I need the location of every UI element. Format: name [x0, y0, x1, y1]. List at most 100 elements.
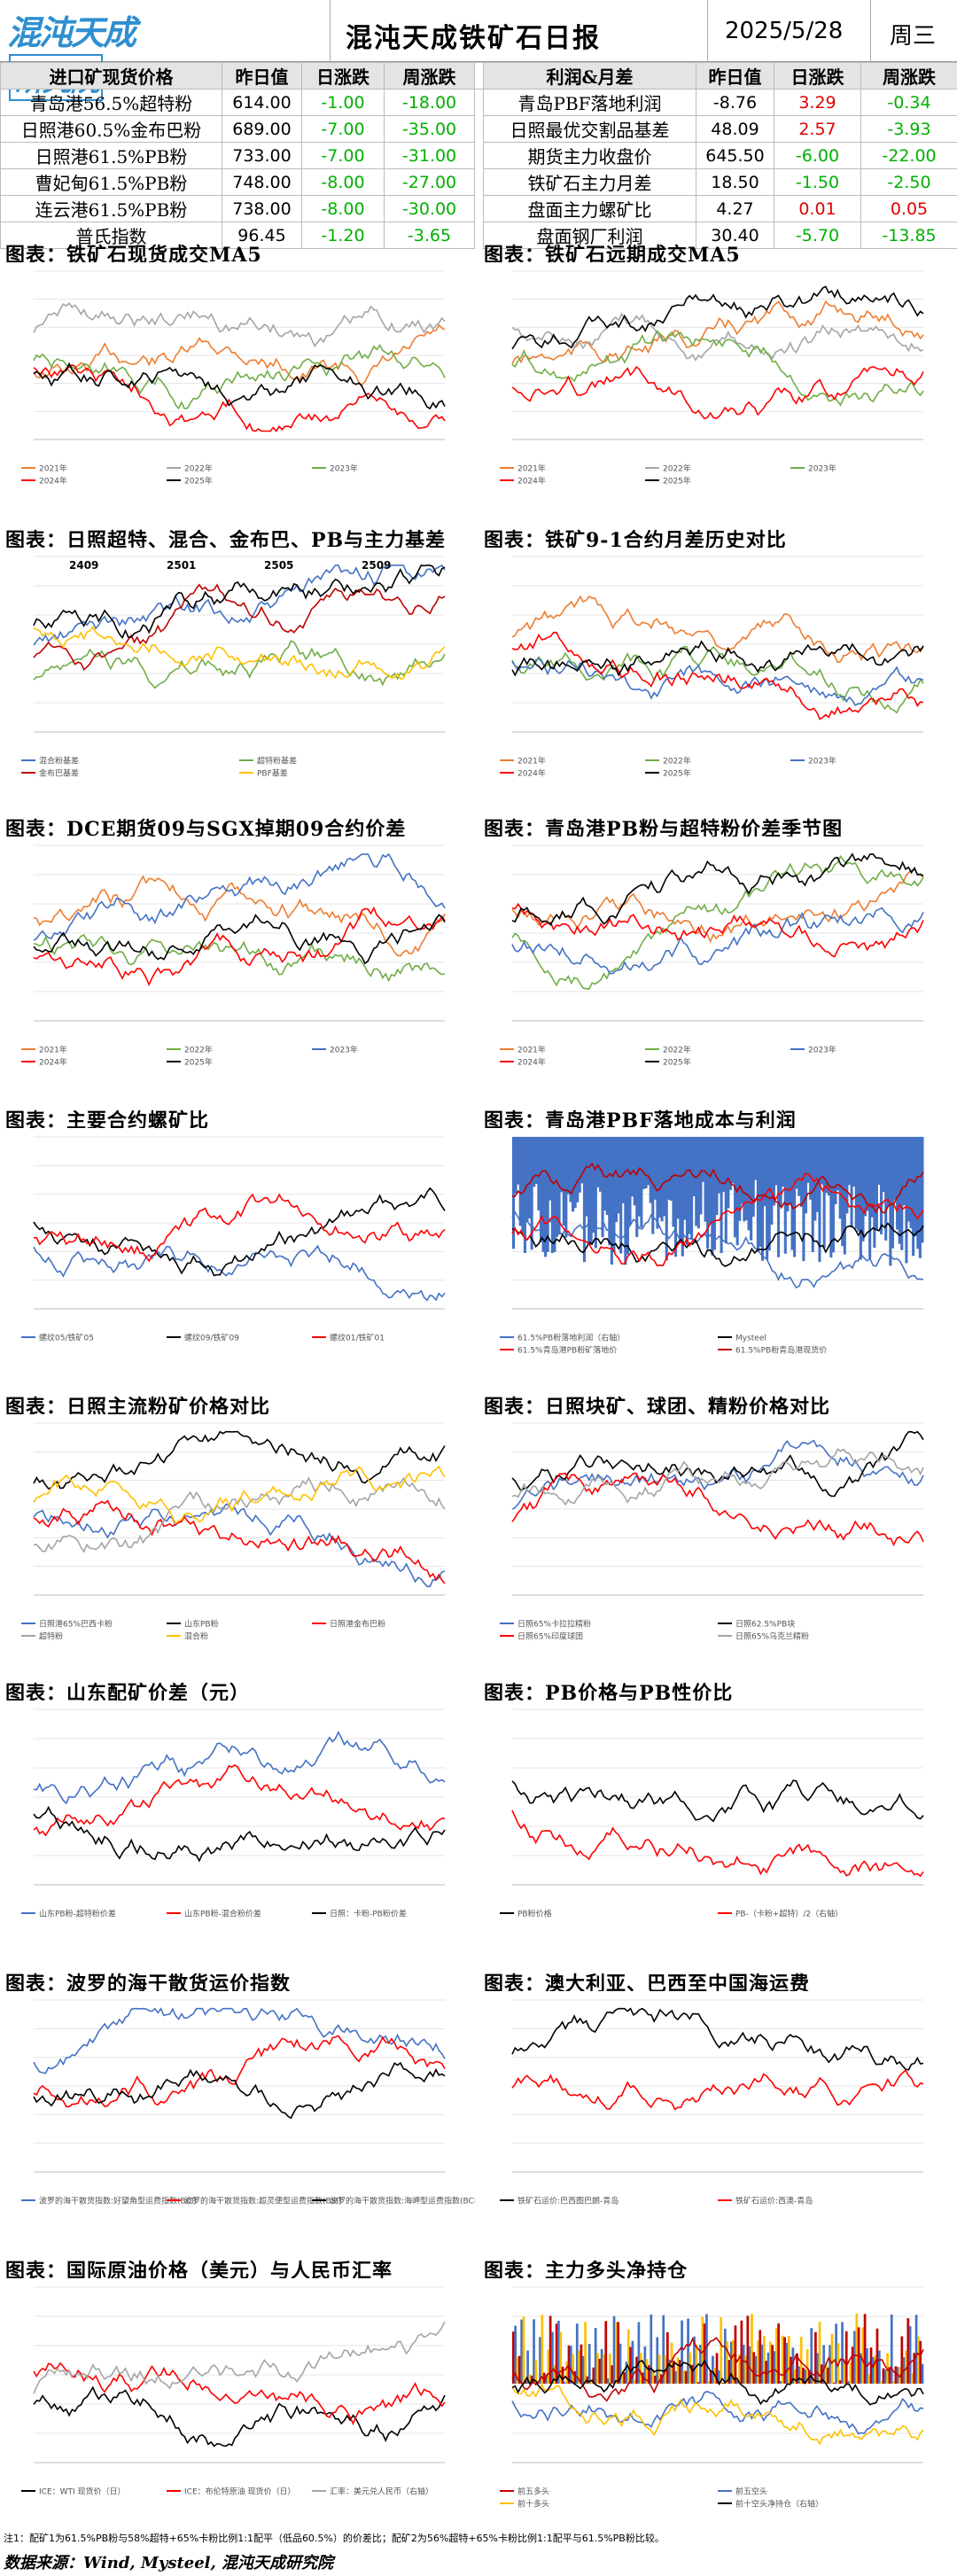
position-bar: [906, 2318, 910, 2384]
legend-label: Mysteel: [735, 1335, 766, 1343]
legend-label: 2023年: [330, 463, 358, 474]
profit-bar: [695, 1137, 698, 1226]
position-bar: [598, 2358, 602, 2384]
position-bar: [572, 2354, 574, 2384]
position-bar: [752, 2352, 756, 2384]
profit-bar: [722, 1137, 726, 1192]
profit-bar: [759, 1137, 762, 1247]
chart-svg: 2021年 2022年 2023年 2024年 2025年: [500, 844, 924, 1068]
profit-bar: [626, 1137, 629, 1255]
series-line: [33, 1503, 446, 1588]
profit-bar: [699, 1137, 703, 1215]
contract-annotation: 2509: [362, 559, 391, 572]
series-line: [33, 640, 446, 689]
chart-svg: 2021年 2022年 2023年 2024年 2025年: [21, 844, 446, 1068]
position-bar: [650, 2314, 653, 2384]
position-bar: [662, 2315, 665, 2384]
legend-label: 61.5%PB粉青岛港现货价: [735, 1345, 827, 1356]
column-gap: [475, 143, 484, 169]
position-bar: [890, 2315, 893, 2384]
right-week-change: -0.34: [860, 89, 957, 116]
chart-svg: 2021年 2022年 2023年 2024年 2025年: [21, 270, 446, 486]
chart-panel: 图表：日照块矿、球团、精粉价格对比 日照65%卡拉拉精粉 日照62.5%PB块 日照6…: [478, 1391, 957, 1654]
legend-label: 前十多头: [517, 2499, 549, 2510]
right-day-change: -6.00: [774, 142, 861, 169]
profit-bar: [592, 1137, 595, 1234]
position-bar: [678, 2360, 681, 2384]
position-bar: [551, 2331, 554, 2384]
profit-bar: [587, 1137, 591, 1242]
series-line: [511, 854, 924, 990]
profit-bar: [831, 1137, 835, 1253]
position-bar: [892, 2381, 895, 2384]
position-bar: [861, 2327, 865, 2384]
profit-bar: [683, 1137, 687, 1220]
column-header: 昨日值: [696, 62, 774, 89]
series-line: [511, 312, 924, 362]
profit-bar: [918, 1137, 922, 1258]
column-header: 周涨跌: [860, 62, 957, 89]
position-bar: [715, 2353, 719, 2384]
left-day-change: -1.20: [301, 222, 385, 249]
legend-label: 铁矿石运价:巴西图巴朗-青岛: [517, 2196, 619, 2206]
profit-bar: [573, 1137, 577, 1209]
table-row: 日照港61.5%PB粉 733.00 -7.00 -31.00 期货主力收盘价 645.5…: [0, 142, 957, 169]
position-bar: [844, 2331, 848, 2384]
chart-area: 2021年 2022年 2023年 2024年 2025年: [482, 837, 953, 1076]
right-day-change: 3.29: [774, 89, 861, 116]
series-line: [33, 2385, 446, 2448]
position-bar: [542, 2372, 546, 2384]
profit-bar: [779, 1137, 782, 1207]
position-bar: [674, 2370, 677, 2384]
legend-label: PB-（卡粉+超特）/2（右轴）: [735, 1909, 843, 1919]
right-value: 30.40: [696, 222, 774, 249]
position-bar: [804, 2369, 807, 2384]
profit-bar: [877, 1137, 881, 1186]
position-bar: [528, 2374, 532, 2384]
position-bar: [911, 2373, 914, 2384]
left-item-name: 连云港61.5%PB粉: [0, 195, 222, 222]
legend-label: 2022年: [184, 463, 213, 474]
legend-label: 螺纹09/铁矿09: [184, 1333, 239, 1343]
legend-label: 61.5%青岛港PB粉矿落地价: [517, 1345, 617, 1356]
series-line: [33, 1187, 446, 1277]
series-line: [511, 595, 924, 664]
right-week-change: -13.85: [860, 222, 957, 249]
position-bar: [886, 2353, 889, 2384]
profit-bar: [845, 1137, 849, 1214]
profit-bar: [841, 1137, 844, 1247]
right-value: 18.50: [696, 168, 774, 196]
position-bar: [516, 2356, 519, 2384]
profit-bar: [889, 1137, 892, 1266]
position-bar: [654, 2375, 657, 2384]
legend-label: 2021年: [39, 1045, 67, 1055]
series-line: [33, 362, 446, 410]
profit-bar: [656, 1137, 659, 1229]
profit-bar: [517, 1137, 520, 1185]
position-bar: [709, 2370, 712, 2384]
position-bar: [672, 2361, 675, 2384]
position-bar: [843, 2362, 846, 2384]
legend-label: 日照：卡粉-PB粉价差: [330, 1909, 407, 1919]
column-header: 利润&月差: [483, 62, 696, 89]
position-bar: [612, 2315, 616, 2384]
profit-bar: [866, 1137, 869, 1211]
position-bar: [603, 2354, 605, 2384]
profit-bar: [708, 1137, 712, 1224]
left-week-change: -3.65: [384, 222, 475, 249]
column-gap: [475, 116, 484, 143]
legend-label: 波罗的海干散货指数:好望角型运费指数(BCI): [39, 2196, 197, 2206]
profit-bar: [804, 1137, 808, 1214]
legend-label: 2022年: [663, 756, 691, 767]
position-bar: [645, 2359, 649, 2384]
right-item-name: 日照最优交割品基差: [483, 115, 696, 143]
profit-bar: [740, 1137, 743, 1204]
legend-label: 2023年: [330, 1045, 358, 1055]
legend-label: 日照62.5%PB块: [735, 1619, 795, 1630]
profit-bar: [731, 1137, 735, 1184]
profit-bar: [674, 1137, 678, 1257]
chart-area: 2409 2501 2505 2509 混合粉基差 超特粉基差 金布巴基差 PBF基差: [4, 548, 475, 787]
series-line: [511, 2383, 924, 2446]
position-bar: [569, 2346, 572, 2384]
chart-panel: 图表：青岛港PBF落地成本与利润 61.5%PB粉落地利润（右轴） Mysteel 6…: [478, 1105, 957, 1367]
